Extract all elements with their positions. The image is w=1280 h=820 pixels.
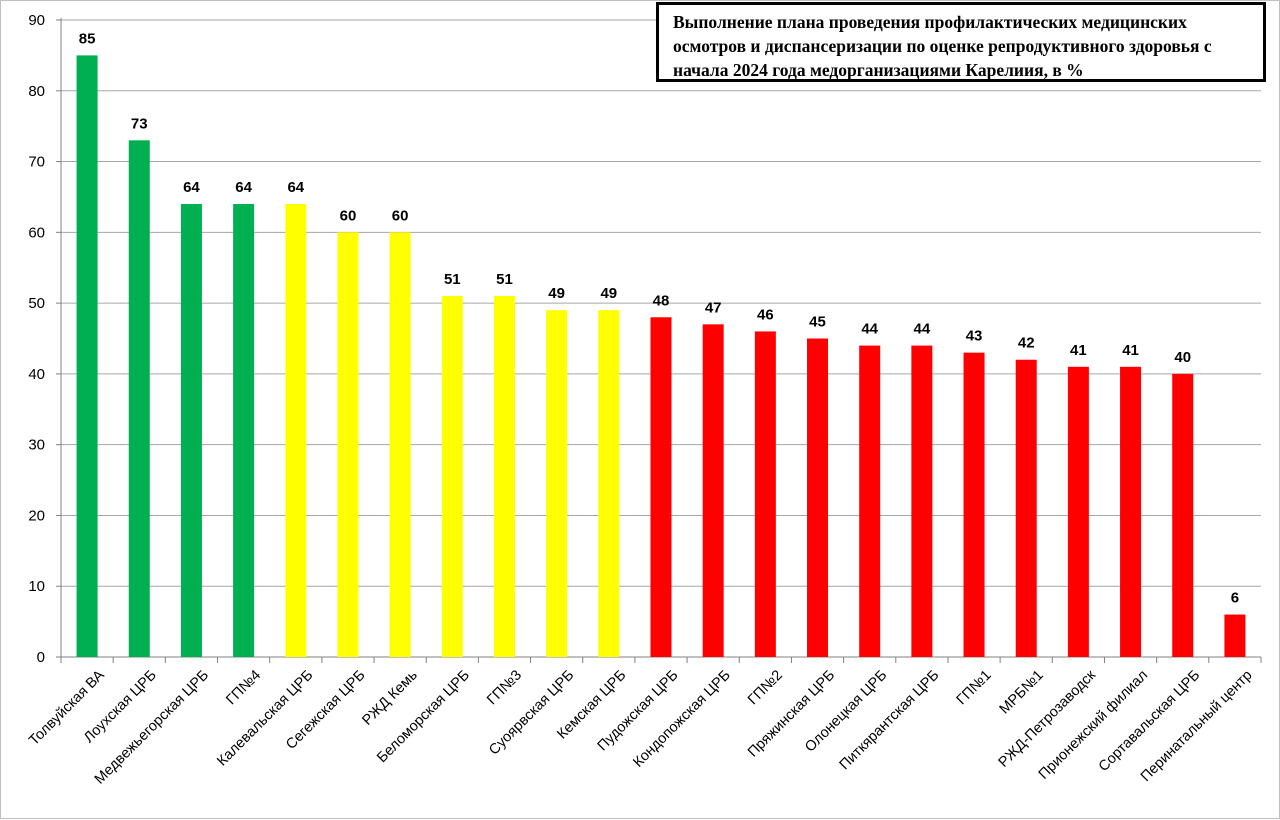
bar-20 xyxy=(1067,366,1089,657)
y-tick-label: 40 xyxy=(28,366,45,383)
y-tick-label: 30 xyxy=(28,437,45,454)
bar-8 xyxy=(441,296,463,657)
bar-3 xyxy=(180,204,202,657)
bar-5 xyxy=(285,204,307,657)
category-label-18: ГП№1 xyxy=(954,667,995,708)
category-label-5: Калевальская ЦРБ xyxy=(214,667,316,769)
data-label-1: 85 xyxy=(79,30,96,47)
data-label-9: 51 xyxy=(496,271,513,288)
data-label-18: 43 xyxy=(966,328,983,345)
bar-11 xyxy=(598,310,620,657)
y-tick-label: 90 xyxy=(28,12,45,29)
y-tick-label: 50 xyxy=(28,295,45,312)
category-label-19: МРБ№1 xyxy=(997,667,1047,717)
data-label-17: 44 xyxy=(914,321,931,338)
data-label-10: 49 xyxy=(548,285,565,302)
y-tick-label: 70 xyxy=(28,154,45,171)
data-label-14: 46 xyxy=(757,306,774,323)
bar-10 xyxy=(546,310,568,657)
bar-7 xyxy=(389,232,411,658)
data-label-3: 64 xyxy=(183,179,200,196)
category-label-14: ГП№2 xyxy=(745,667,786,708)
bar-23 xyxy=(1224,614,1246,657)
bar-2 xyxy=(128,140,150,658)
category-label-4: ГП№4 xyxy=(223,667,264,708)
data-label-2: 73 xyxy=(131,115,148,132)
data-label-7: 60 xyxy=(392,207,409,224)
data-label-12: 48 xyxy=(653,292,670,309)
data-label-6: 60 xyxy=(340,207,357,224)
category-label-20: РЖД-Петрозаводск xyxy=(996,667,1100,771)
data-label-11: 49 xyxy=(600,285,617,302)
category-label-15: Пряжинская ЦРБ xyxy=(745,667,838,760)
chart-title: Выполнение плана проведения профилактиче… xyxy=(656,2,1266,82)
data-label-23: 6 xyxy=(1231,590,1239,607)
data-label-21: 41 xyxy=(1122,342,1139,359)
bar-9 xyxy=(493,296,515,657)
bar-17 xyxy=(911,345,933,657)
bar-22 xyxy=(1172,373,1194,657)
category-label-8: Беломорская ЦРБ xyxy=(374,667,473,766)
data-label-16: 44 xyxy=(861,321,878,338)
bar-6 xyxy=(337,232,359,658)
y-tick-label: 80 xyxy=(28,83,45,100)
bar-18 xyxy=(963,352,985,657)
bar-21 xyxy=(1120,366,1142,657)
y-tick-label: 60 xyxy=(28,224,45,241)
category-label-9: ГП№3 xyxy=(484,667,525,708)
bar-16 xyxy=(859,345,881,657)
bar-19 xyxy=(1015,359,1037,657)
bar-15 xyxy=(807,338,829,657)
bar-1 xyxy=(76,55,98,657)
category-label-17: Питкярантская ЦРБ xyxy=(837,667,943,773)
bar-14 xyxy=(754,331,776,657)
data-label-22: 40 xyxy=(1174,349,1191,366)
data-label-5: 64 xyxy=(287,179,304,196)
category-label-13: Кондопожская ЦРБ xyxy=(630,667,733,770)
data-label-15: 45 xyxy=(809,314,826,331)
bar-12 xyxy=(650,317,672,657)
data-label-19: 42 xyxy=(1018,335,1035,352)
bar-4 xyxy=(233,204,255,657)
data-label-13: 47 xyxy=(705,299,722,316)
bar-13 xyxy=(702,324,724,657)
y-tick-label: 20 xyxy=(28,507,45,524)
data-label-20: 41 xyxy=(1070,342,1087,359)
category-label-22: Сортавальская ЦРБ xyxy=(1096,667,1204,775)
data-label-4: 64 xyxy=(235,179,252,196)
y-tick-label: 10 xyxy=(28,578,45,595)
y-tick-label: 0 xyxy=(37,649,45,666)
data-label-8: 51 xyxy=(444,271,461,288)
